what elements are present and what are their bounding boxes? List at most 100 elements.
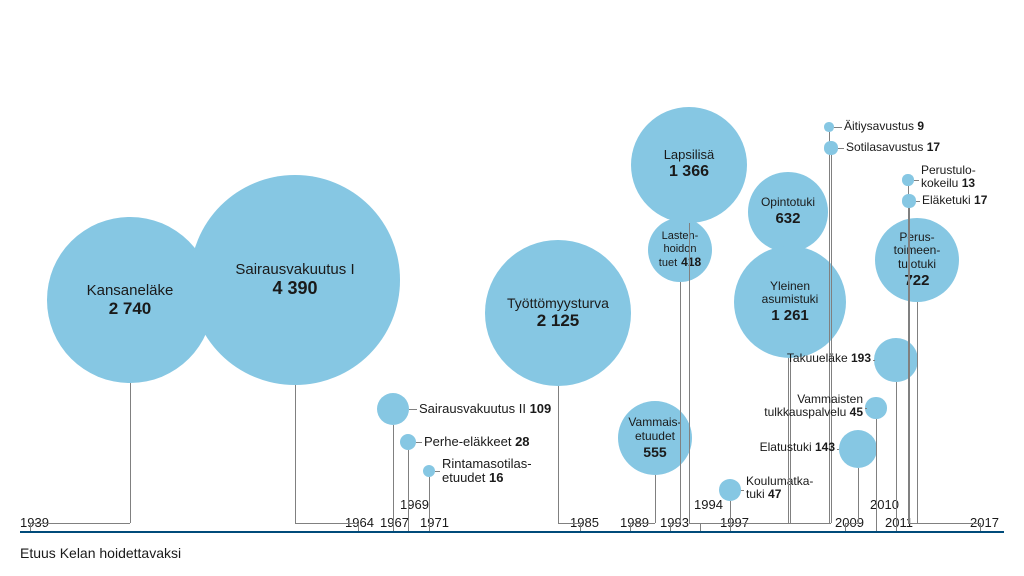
bubble-name: Työttömyysturva [507, 295, 609, 311]
bubble-perustulokokeilu [902, 174, 913, 185]
bubble-value: 2 125 [537, 311, 580, 331]
bubble-name: Sotilasavustus [846, 140, 923, 154]
connector [845, 523, 846, 531]
bubble-value: 555 [643, 444, 666, 460]
leader-line [741, 490, 744, 491]
connector [700, 523, 701, 531]
connector [295, 523, 358, 524]
connector [429, 477, 430, 531]
connector [845, 523, 858, 524]
bubble-takuuelake [874, 338, 918, 382]
bubble-value: 1 366 [669, 163, 709, 181]
bubble-value: 28 [515, 434, 529, 449]
bubble-value: 16 [489, 470, 503, 485]
year-label: 1994 [694, 497, 723, 512]
connector [680, 282, 681, 523]
bubble-name: Lapsilisä [664, 148, 715, 163]
connector [670, 523, 671, 531]
bubble-perustoimeentulotuki: Perus- toimeen- tulotuki722 [875, 218, 960, 303]
bubble-value: 109 [530, 401, 552, 416]
connector [909, 208, 910, 523]
connector [30, 523, 130, 524]
connector [630, 523, 655, 524]
connector [689, 523, 700, 524]
connector [670, 523, 680, 524]
bubble-name: Elatustuki [760, 440, 812, 454]
timeline-baseline [20, 531, 1004, 533]
bubble-side-label: Perustulo-kokeilu 13 [921, 164, 976, 190]
bubble-name: Vammais- etuudet [628, 416, 681, 444]
connector [295, 385, 296, 523]
connector [876, 419, 877, 531]
year-label: 1969 [400, 497, 429, 512]
bubble-vammaisten-tulkkauspalvelu [865, 397, 886, 418]
connector [917, 302, 918, 523]
bubble-elaketuki [902, 194, 915, 207]
bubble-vammaisetuudet: Vammais- etuudet555 [618, 401, 692, 475]
connector [655, 475, 656, 523]
leader-line [873, 360, 875, 361]
leader-line [865, 408, 867, 409]
connector [130, 383, 131, 523]
year-label: 1967 [380, 515, 409, 530]
bubble-name: Perus- toimeen- tulotuki [894, 231, 941, 272]
connector [408, 450, 409, 531]
leader-line [435, 471, 440, 472]
bubble-sotilasavustus [824, 141, 837, 154]
bubble-elatustuki [839, 430, 877, 468]
bubble-name: Takuueläke [787, 351, 848, 365]
leader-line [838, 148, 844, 149]
bubble-side-label: Takuueläke 193 [787, 352, 871, 366]
bubble-side-label: Sairausvakuutus II 109 [419, 402, 551, 417]
bubble-name: Lasten- hoidon [662, 230, 699, 255]
connector [831, 155, 832, 523]
bubble-side-label: Rintamasotilas-etuudet 16 [442, 457, 532, 486]
bubble-value: 45 [850, 405, 863, 419]
bubble-value: 1 261 [771, 307, 809, 324]
connector [980, 523, 981, 531]
bubble-value: 9 [917, 119, 924, 133]
bubble-sairausvakuutus2 [377, 393, 410, 426]
connector [558, 386, 559, 523]
leader-line [837, 449, 839, 450]
bubble-side-label: Elatustuki 143 [760, 441, 835, 455]
bubble-value: 2 740 [109, 299, 152, 319]
connector [829, 132, 830, 523]
bubble-name: Yleinen asumistuki [762, 280, 819, 308]
connector [558, 523, 580, 524]
leader-line [834, 127, 842, 128]
connector [909, 523, 980, 524]
connector [730, 523, 731, 531]
connector [630, 523, 631, 531]
connector [700, 523, 831, 524]
bubble-value: 4 390 [272, 278, 317, 299]
bubble-name: Opintotuki [761, 196, 815, 210]
bubble-tyottomyysturva: Työttömyysturva2 125 [485, 240, 631, 386]
connector [858, 468, 859, 523]
chart-caption: Etuus Kelan hoidettavaksi [20, 545, 181, 561]
bubble-name: Perhe-eläkkeet [424, 434, 511, 449]
bubble-value: 418 [681, 256, 701, 270]
connector [896, 382, 897, 531]
bubble-value: 193 [851, 351, 871, 365]
bubble-rintamasotilasetuudet [423, 465, 436, 478]
leader-line [416, 442, 422, 443]
year-label: 1971 [420, 515, 449, 530]
bubble-side-label: Koulumatka-tuki 47 [746, 475, 813, 501]
bubble-aitiysavustus [824, 122, 833, 131]
bubble-timeline-chart: Etuus Kelan hoidettavaksi 19391964196719… [0, 0, 1024, 576]
bubble-opintotuki: Opintotuki632 [748, 172, 827, 251]
bubble-name: Sairausvakuutus II [419, 401, 526, 416]
connector [689, 223, 690, 523]
bubble-value: 17 [974, 193, 987, 207]
bubble-name: Sairausvakuutus I [235, 261, 354, 278]
connector [393, 425, 394, 531]
bubble-side-label: Vammaistentulkkauspalvelu 45 [764, 393, 863, 419]
bubble-name: Kansaneläke [87, 282, 174, 299]
bubble-name: Äitiysavustus [844, 119, 914, 133]
leader-line [914, 180, 919, 181]
connector [358, 523, 359, 531]
connector [30, 523, 31, 531]
bubble-side-label: Perhe-eläkkeet 28 [424, 435, 530, 450]
bubble-value: 17 [927, 140, 940, 154]
